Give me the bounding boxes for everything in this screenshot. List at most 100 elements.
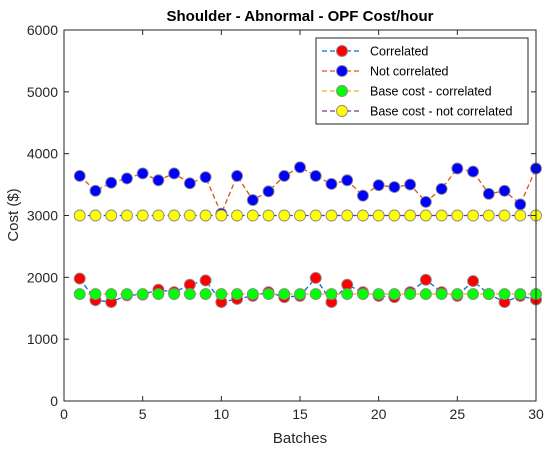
legend-label: Base cost - correlated	[370, 85, 492, 99]
data-point	[199, 171, 212, 184]
data-point	[482, 209, 495, 222]
data-point	[309, 209, 322, 222]
data-point	[199, 274, 212, 287]
y-tick-label: 2000	[27, 269, 58, 285]
data-point	[183, 209, 196, 222]
data-point	[294, 161, 306, 174]
legend-box	[315, 37, 529, 125]
data-point	[309, 169, 322, 182]
data-point	[482, 187, 495, 200]
data-point	[451, 209, 464, 222]
data-point	[294, 209, 306, 222]
legend-marker	[336, 45, 348, 57]
data-point	[325, 209, 338, 222]
data-point	[73, 288, 86, 300]
data-point	[467, 165, 480, 178]
data-point	[73, 272, 86, 285]
x-tick-label: 15	[292, 406, 308, 422]
data-point	[388, 181, 401, 194]
data-point	[341, 174, 354, 187]
x-axis-label: Batches	[273, 430, 327, 447]
data-point	[278, 209, 291, 222]
data-point	[120, 288, 133, 300]
data-point	[404, 178, 417, 191]
x-tick-label: 20	[371, 406, 387, 422]
data-point	[183, 288, 196, 300]
x-tick-label: 0	[60, 406, 68, 422]
data-point	[89, 209, 102, 222]
data-point	[136, 167, 149, 180]
data-point	[388, 288, 401, 300]
data-point	[419, 209, 432, 222]
data-point	[482, 288, 495, 300]
legend: Correlated Not correlated Base cost - corr…	[315, 37, 529, 125]
legend-item: Base cost - not correlated	[322, 105, 512, 119]
data-point	[419, 273, 432, 286]
data-point	[514, 198, 527, 211]
data-point	[356, 209, 369, 222]
y-tick-label: 1000	[27, 331, 58, 347]
data-point	[215, 288, 228, 300]
data-point	[514, 288, 527, 300]
data-point	[152, 288, 165, 300]
data-point	[325, 288, 338, 300]
y-tick-label: 5000	[27, 84, 58, 100]
legend-label: Base cost - not correlated	[370, 105, 512, 119]
data-point	[278, 288, 291, 300]
legend-marker	[336, 65, 348, 77]
data-point	[215, 209, 228, 222]
data-point	[199, 288, 212, 300]
legend-marker	[336, 105, 348, 117]
data-point	[467, 288, 480, 300]
data-point	[168, 167, 181, 180]
data-point	[498, 288, 511, 300]
data-point	[120, 172, 133, 185]
y-axis-label: Cost ($)	[5, 188, 22, 241]
data-point	[246, 194, 259, 206]
data-point	[136, 288, 149, 300]
data-point	[309, 272, 322, 284]
data-point	[231, 169, 244, 182]
legend-item: Base cost - correlated	[322, 85, 492, 99]
data-point	[325, 178, 338, 190]
data-point	[246, 209, 259, 222]
legend-item: Not correlated	[322, 65, 449, 79]
y-tick-label: 0	[50, 393, 58, 409]
x-tick-label: 25	[450, 406, 466, 422]
data-point	[73, 169, 86, 182]
data-point	[105, 176, 118, 189]
data-point	[89, 184, 102, 197]
data-point	[435, 209, 448, 222]
data-point	[278, 169, 291, 182]
x-tick-label: 30	[528, 406, 544, 422]
y-tick-label: 6000	[27, 22, 58, 38]
data-point	[514, 209, 527, 222]
data-point	[356, 288, 369, 300]
legend-item: Correlated	[322, 45, 428, 59]
data-point	[435, 182, 448, 195]
data-point	[168, 209, 181, 222]
data-point	[136, 209, 149, 222]
data-point	[498, 209, 511, 222]
y-tick-label: 3000	[27, 208, 58, 224]
data-point	[419, 288, 432, 300]
data-point	[152, 174, 165, 187]
series-2	[73, 288, 542, 300]
data-point	[231, 209, 244, 222]
x-tick-label: 5	[139, 406, 147, 422]
data-point	[404, 288, 417, 300]
chart-title: Shoulder - Abnormal - OPF Cost/hour	[167, 8, 434, 25]
y-tick-label: 4000	[27, 146, 58, 162]
data-point	[467, 209, 480, 222]
data-point	[294, 288, 306, 300]
data-point	[388, 209, 401, 222]
data-point	[262, 288, 275, 300]
data-point	[419, 195, 432, 208]
data-point	[89, 288, 102, 300]
data-point	[372, 209, 385, 222]
data-point	[404, 209, 417, 222]
legend-marker	[336, 85, 348, 97]
series-layer	[73, 161, 542, 309]
data-point	[105, 288, 118, 300]
x-tick-label: 10	[214, 406, 230, 422]
